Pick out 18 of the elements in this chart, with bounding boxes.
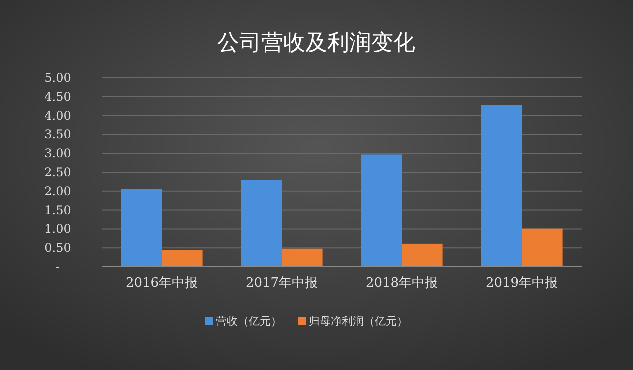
- y-tick-label: 0.50: [44, 241, 72, 256]
- y-tick-label: 4.00: [44, 108, 72, 123]
- y-tick-label: 1.50: [44, 203, 72, 218]
- y-tick-label: 5.00: [44, 71, 72, 85]
- y-tick-label: 4.50: [44, 90, 72, 104]
- legend-label: 归母净利润（亿元）: [309, 315, 408, 328]
- y-tick-label: 2.50: [44, 166, 72, 180]
- x-tick-label: 2018年中报: [366, 276, 438, 291]
- x-tick-label: 2016年中报: [126, 276, 198, 291]
- legend-label: 营收（亿元）: [216, 315, 282, 328]
- chart-title: 公司营收及利润变化: [218, 31, 416, 56]
- x-tick-label: 2017年中报: [246, 276, 318, 291]
- x-tick-label: 2019年中报: [486, 276, 558, 291]
- y-tick-label: -: [56, 260, 60, 274]
- y-tick-label: 3.00: [44, 146, 72, 161]
- y-tick-label: 1.00: [44, 222, 72, 236]
- y-tick-label: 2.00: [44, 184, 72, 198]
- y-tick-label: 3.50: [44, 128, 72, 142]
